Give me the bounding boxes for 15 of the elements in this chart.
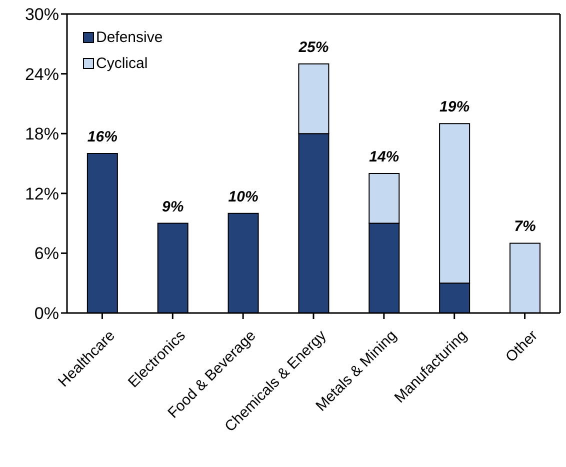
legend-label: Cyclical — [96, 54, 148, 72]
y-tick-label: 24% — [24, 64, 59, 84]
y-tick-label: 30% — [24, 5, 59, 24]
total-label: 7% — [514, 218, 536, 236]
total-label: 25% — [298, 38, 329, 56]
y-tick-label: 18% — [24, 124, 59, 144]
total-label: 9% — [162, 198, 184, 216]
y-tick-label: 6% — [34, 244, 59, 264]
y-tick-label: 12% — [24, 184, 59, 204]
legend-label: Defensive — [96, 28, 163, 46]
total-label: 19% — [440, 98, 470, 116]
y-tick-label: 0% — [34, 304, 59, 324]
total-label: 10% — [228, 188, 258, 206]
total-label: 16% — [87, 128, 118, 146]
total-label: 14% — [369, 148, 400, 166]
